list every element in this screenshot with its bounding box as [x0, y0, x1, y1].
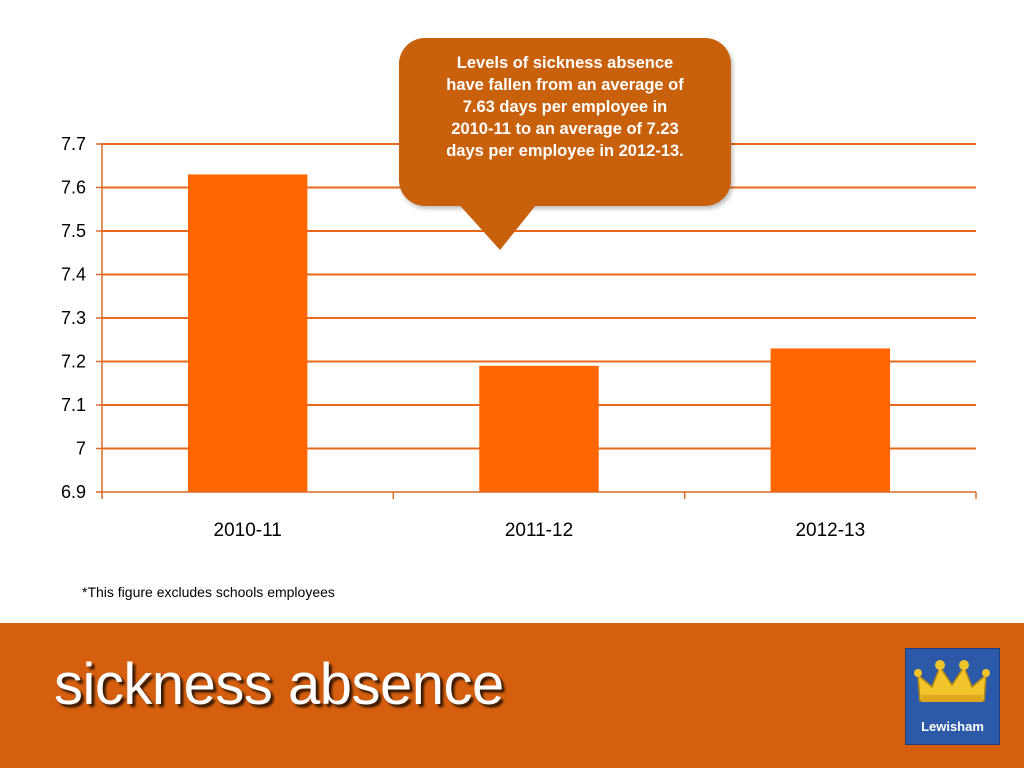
y-tick-label: 6.9 — [61, 482, 86, 502]
y-tick-label: 7.5 — [61, 221, 86, 241]
y-tick-labels: 6.9 7 7.1 7.2 7.3 7.4 7.5 7.6 7.7 — [61, 134, 86, 502]
logo-text: Lewisham — [921, 719, 984, 734]
lewisham-logo: Lewisham — [905, 648, 1000, 745]
bar-2010-11 — [187, 174, 308, 492]
y-tick-label: 7.4 — [61, 265, 86, 285]
crown-icon — [914, 660, 990, 702]
y-tick-label: 7.6 — [61, 178, 86, 198]
callout-pointer — [455, 200, 540, 250]
bar-2012-13 — [770, 348, 891, 492]
y-tick-label: 7.1 — [61, 395, 86, 415]
bar-chart: 6.9 7 7.1 7.2 7.3 7.4 7.5 7.6 7.7 2010-11 2011-12… — [61, 134, 977, 541]
callout-box: Levels of sickness absence have fallen f… — [399, 38, 731, 206]
x-tick-label: 2011-12 — [505, 520, 573, 541]
slide-title: sickness absence — [54, 652, 504, 717]
y-tick-label: 7.3 — [61, 308, 86, 328]
x-tick-label: 2012-13 — [795, 520, 865, 541]
axes — [96, 143, 977, 499]
footnote: *This figure excludes schools employees — [82, 584, 335, 600]
y-tick-label: 7.7 — [61, 134, 86, 154]
y-tick-label: 7.2 — [61, 352, 86, 372]
footer-banner: sickness absence Lewisham — [0, 623, 1024, 768]
x-tick-labels: 2010-11 2011-12 2012-13 — [214, 520, 866, 541]
y-tick-label: 7 — [76, 439, 86, 459]
bars — [187, 174, 891, 492]
callout-text: Levels of sickness absence have fallen f… — [446, 54, 684, 160]
x-tick-label: 2010-11 — [214, 520, 282, 541]
bar-2011-12 — [479, 365, 599, 492]
